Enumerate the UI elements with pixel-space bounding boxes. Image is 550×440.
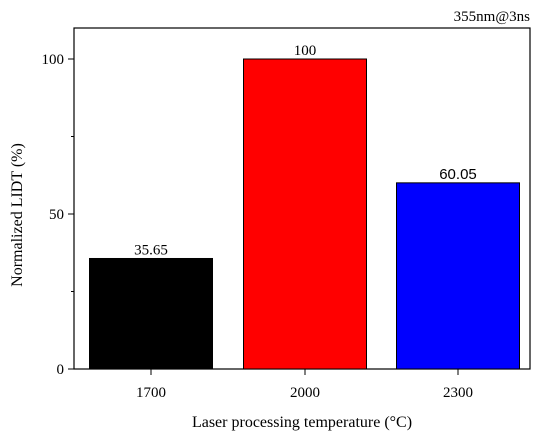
- x-tick-label-2000: 2000: [290, 385, 320, 401]
- x-axis-label: Laser processing temperature (°C): [192, 414, 412, 431]
- y-tick-label-0: 0: [57, 362, 65, 378]
- y-tick-label-50: 50: [49, 207, 64, 223]
- y-axis-label: Normalized LIDT (%): [9, 143, 26, 287]
- bar-2000: [243, 58, 367, 370]
- data-label-2000: 100: [294, 43, 317, 59]
- x-tick-label-1700: 1700: [136, 385, 166, 401]
- bar-2300: [396, 182, 520, 370]
- bar-1700: [89, 257, 213, 370]
- data-label-2300: 60.05: [439, 166, 477, 183]
- y-tick-label-100: 100: [42, 52, 65, 68]
- x-tick-label-2300: 2300: [443, 385, 473, 401]
- chart-annotation: 355nm@3ns: [454, 9, 530, 25]
- data-label-1700: 35.65: [134, 242, 168, 258]
